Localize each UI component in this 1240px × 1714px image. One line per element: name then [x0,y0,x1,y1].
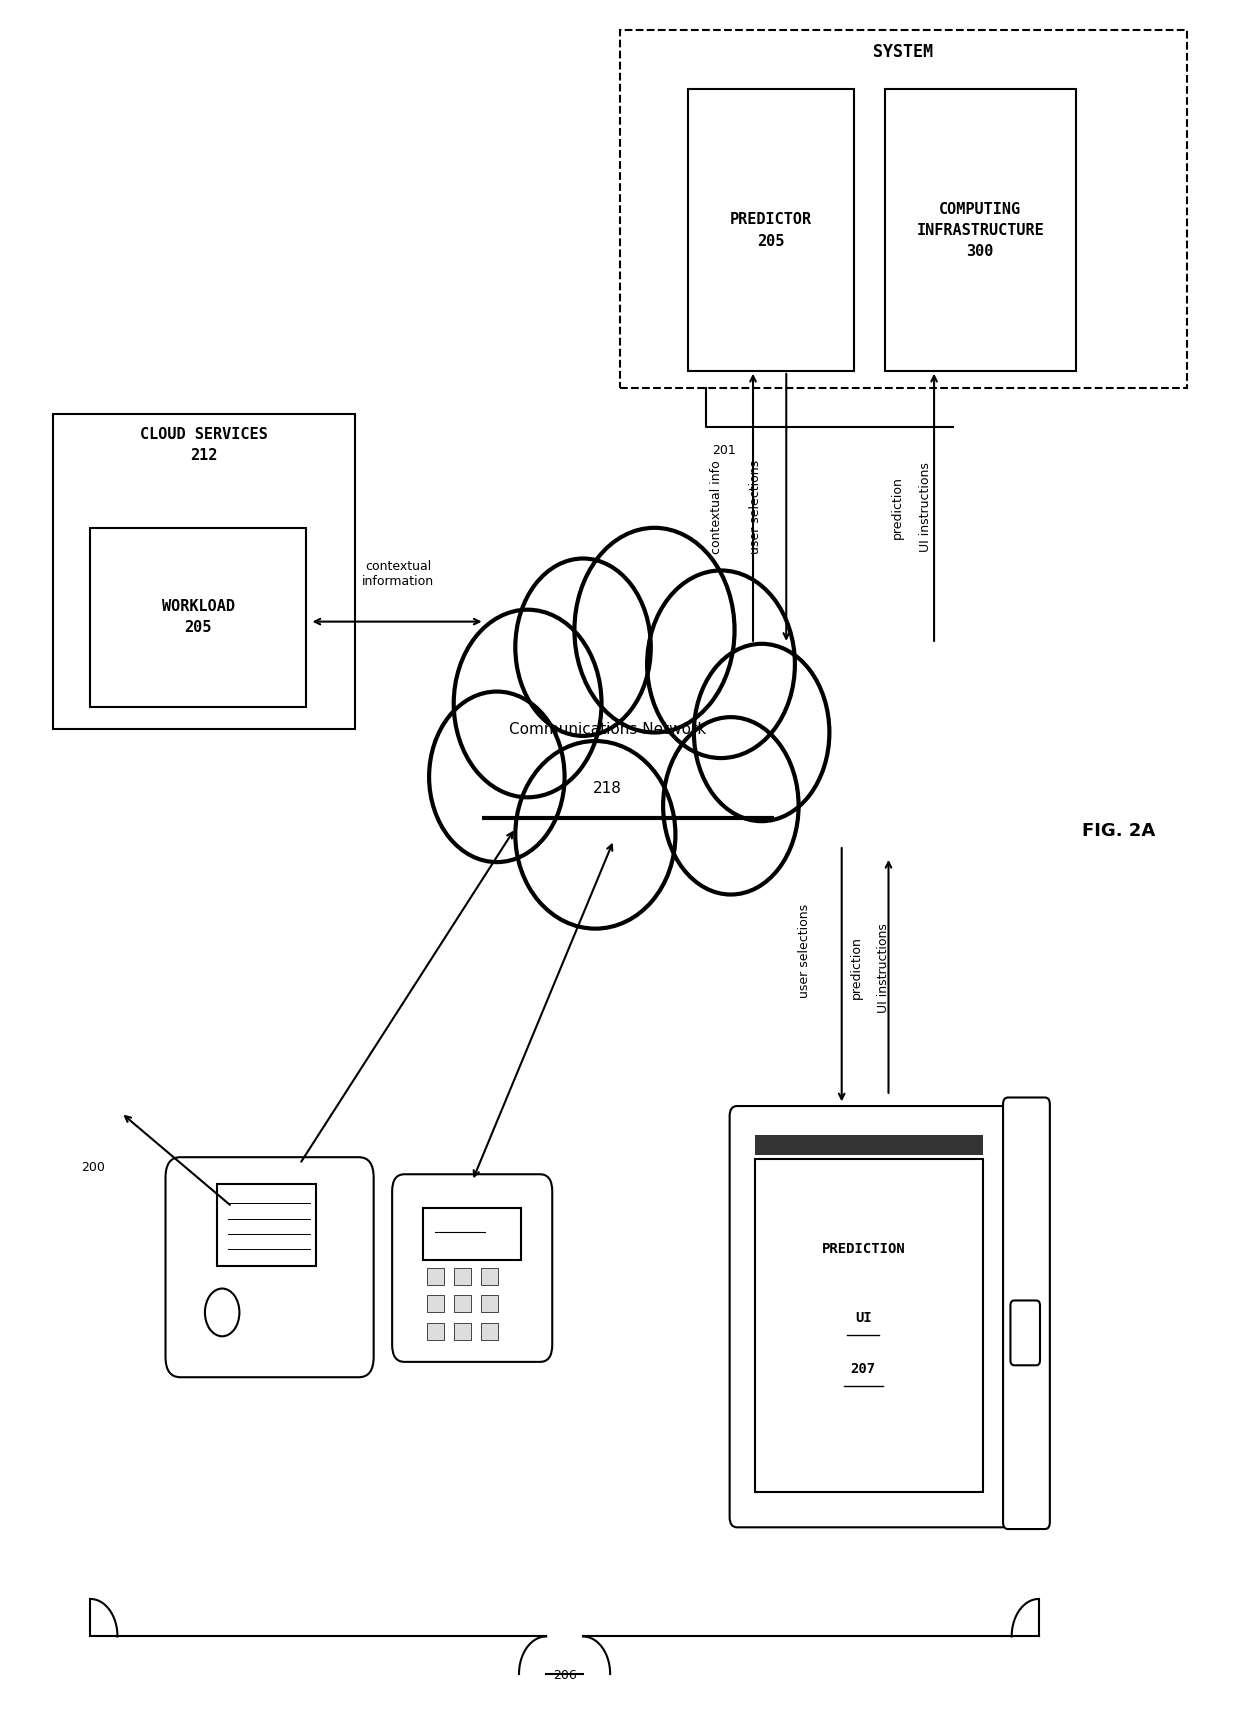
FancyBboxPatch shape [427,1296,444,1313]
Ellipse shape [574,528,734,732]
FancyBboxPatch shape [392,1174,552,1363]
FancyBboxPatch shape [755,1159,983,1491]
Circle shape [205,1289,239,1337]
Text: 218: 218 [593,782,622,797]
FancyBboxPatch shape [481,1296,498,1313]
FancyBboxPatch shape [165,1157,373,1378]
Ellipse shape [516,740,676,929]
Text: prediction: prediction [890,476,904,538]
Text: PREDICTION: PREDICTION [821,1243,905,1256]
Text: user selections: user selections [799,903,811,998]
Ellipse shape [429,691,564,862]
Text: UI instructions: UI instructions [919,463,932,552]
FancyBboxPatch shape [454,1296,471,1313]
FancyBboxPatch shape [91,528,306,706]
Text: contextual info: contextual info [709,461,723,554]
FancyBboxPatch shape [885,89,1076,370]
Text: 207: 207 [851,1361,875,1376]
Ellipse shape [454,610,601,797]
Text: 201: 201 [712,444,737,458]
Bar [755,1135,983,1155]
Text: COMPUTING
INFRASTRUCTURE
300: COMPUTING INFRASTRUCTURE 300 [916,202,1044,259]
Text: UI instructions: UI instructions [877,922,890,1013]
FancyBboxPatch shape [423,1208,522,1260]
Text: FIG. 2A: FIG. 2A [1083,823,1156,840]
FancyBboxPatch shape [1003,1097,1050,1529]
FancyBboxPatch shape [454,1323,471,1340]
Bar [479,737,780,840]
Text: 206: 206 [553,1669,577,1681]
FancyBboxPatch shape [688,89,854,370]
Text: CLOUD SERVICES
212: CLOUD SERVICES 212 [140,427,268,463]
Text: user selections: user selections [749,461,763,554]
FancyBboxPatch shape [53,413,355,728]
Ellipse shape [516,559,651,735]
FancyBboxPatch shape [454,1268,471,1286]
FancyBboxPatch shape [729,1106,1009,1527]
Text: UI: UI [854,1311,872,1325]
FancyBboxPatch shape [620,29,1187,387]
Text: contextual
information: contextual information [362,559,434,588]
Ellipse shape [663,716,799,895]
Text: 200: 200 [82,1160,105,1174]
Text: prediction: prediction [849,936,863,999]
FancyBboxPatch shape [481,1323,498,1340]
Text: SYSTEM: SYSTEM [873,43,934,62]
FancyBboxPatch shape [217,1184,316,1267]
FancyBboxPatch shape [481,1268,498,1286]
FancyBboxPatch shape [427,1323,444,1340]
Text: PREDICTOR
205: PREDICTOR 205 [730,211,812,249]
FancyBboxPatch shape [1011,1301,1040,1366]
Ellipse shape [694,644,830,821]
FancyBboxPatch shape [427,1268,444,1286]
Ellipse shape [647,571,795,758]
Text: WORKLOAD
205: WORKLOAD 205 [161,600,234,636]
Text: Communications Network: Communications Network [510,722,707,737]
Bar [477,811,785,866]
